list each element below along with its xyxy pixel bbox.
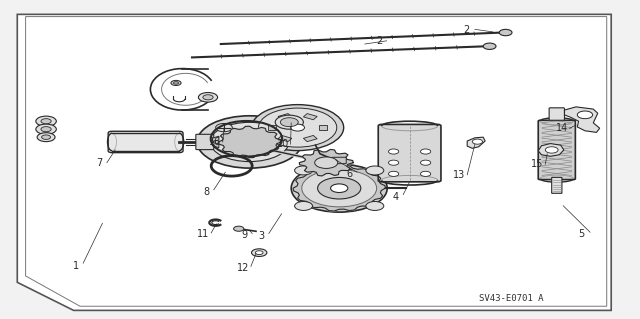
- Circle shape: [294, 202, 312, 211]
- Circle shape: [197, 116, 302, 168]
- Bar: [278, 114, 292, 120]
- Text: 5: 5: [578, 229, 584, 240]
- Circle shape: [171, 80, 181, 85]
- Circle shape: [228, 131, 271, 152]
- Text: 4: 4: [392, 192, 399, 202]
- Circle shape: [280, 118, 298, 127]
- FancyBboxPatch shape: [108, 131, 183, 152]
- Circle shape: [315, 157, 338, 168]
- Polygon shape: [218, 126, 281, 158]
- FancyBboxPatch shape: [332, 157, 346, 164]
- Polygon shape: [467, 137, 485, 148]
- Text: 8: 8: [203, 187, 209, 197]
- Circle shape: [294, 166, 312, 175]
- Circle shape: [366, 166, 384, 175]
- Text: 2: 2: [376, 36, 382, 47]
- Circle shape: [41, 119, 51, 124]
- Bar: [303, 114, 317, 120]
- Circle shape: [259, 108, 337, 147]
- Text: 10: 10: [276, 139, 289, 149]
- Circle shape: [388, 160, 399, 165]
- Polygon shape: [17, 14, 611, 310]
- Circle shape: [499, 29, 512, 36]
- Bar: [319, 125, 327, 130]
- Circle shape: [291, 164, 387, 212]
- Circle shape: [252, 105, 344, 151]
- Circle shape: [302, 170, 377, 207]
- FancyBboxPatch shape: [538, 120, 575, 180]
- FancyBboxPatch shape: [378, 124, 441, 182]
- Circle shape: [41, 127, 51, 132]
- Circle shape: [210, 122, 289, 161]
- Text: 12: 12: [237, 263, 250, 273]
- Polygon shape: [212, 136, 219, 141]
- Circle shape: [388, 149, 399, 154]
- Circle shape: [36, 116, 56, 126]
- FancyBboxPatch shape: [196, 134, 214, 150]
- Circle shape: [291, 124, 305, 131]
- Polygon shape: [564, 107, 600, 132]
- Circle shape: [483, 43, 496, 49]
- Text: 1: 1: [72, 261, 79, 271]
- Circle shape: [275, 115, 303, 129]
- Circle shape: [252, 249, 267, 256]
- Text: 16: 16: [209, 137, 221, 147]
- Circle shape: [234, 226, 244, 231]
- Circle shape: [472, 139, 483, 144]
- Circle shape: [366, 202, 384, 211]
- Text: 2: 2: [463, 25, 469, 35]
- Polygon shape: [538, 144, 564, 156]
- Bar: [278, 136, 292, 142]
- Text: SV43-E0701 A: SV43-E0701 A: [479, 294, 543, 303]
- Circle shape: [577, 111, 593, 119]
- Circle shape: [420, 149, 431, 154]
- Text: 3: 3: [258, 231, 264, 241]
- Circle shape: [420, 171, 431, 176]
- Circle shape: [37, 133, 55, 142]
- Circle shape: [36, 124, 56, 134]
- Circle shape: [420, 160, 431, 165]
- FancyBboxPatch shape: [552, 177, 562, 193]
- Circle shape: [255, 251, 263, 255]
- Circle shape: [173, 82, 179, 84]
- Polygon shape: [293, 165, 385, 211]
- Circle shape: [42, 135, 51, 139]
- Polygon shape: [300, 150, 353, 176]
- FancyBboxPatch shape: [549, 108, 564, 120]
- Text: 14: 14: [556, 123, 568, 133]
- Circle shape: [317, 177, 361, 199]
- Circle shape: [388, 171, 399, 176]
- Text: 7: 7: [96, 158, 102, 168]
- Circle shape: [216, 123, 232, 132]
- Bar: [268, 125, 276, 130]
- Bar: [303, 136, 317, 142]
- Circle shape: [198, 93, 218, 102]
- Circle shape: [203, 95, 213, 100]
- Text: 11: 11: [197, 229, 210, 240]
- Text: 9: 9: [241, 230, 248, 241]
- Polygon shape: [212, 143, 219, 148]
- Circle shape: [331, 184, 348, 193]
- Text: 6: 6: [346, 169, 353, 179]
- Text: 15: 15: [531, 159, 544, 169]
- Text: 13: 13: [453, 170, 466, 181]
- Circle shape: [545, 147, 558, 153]
